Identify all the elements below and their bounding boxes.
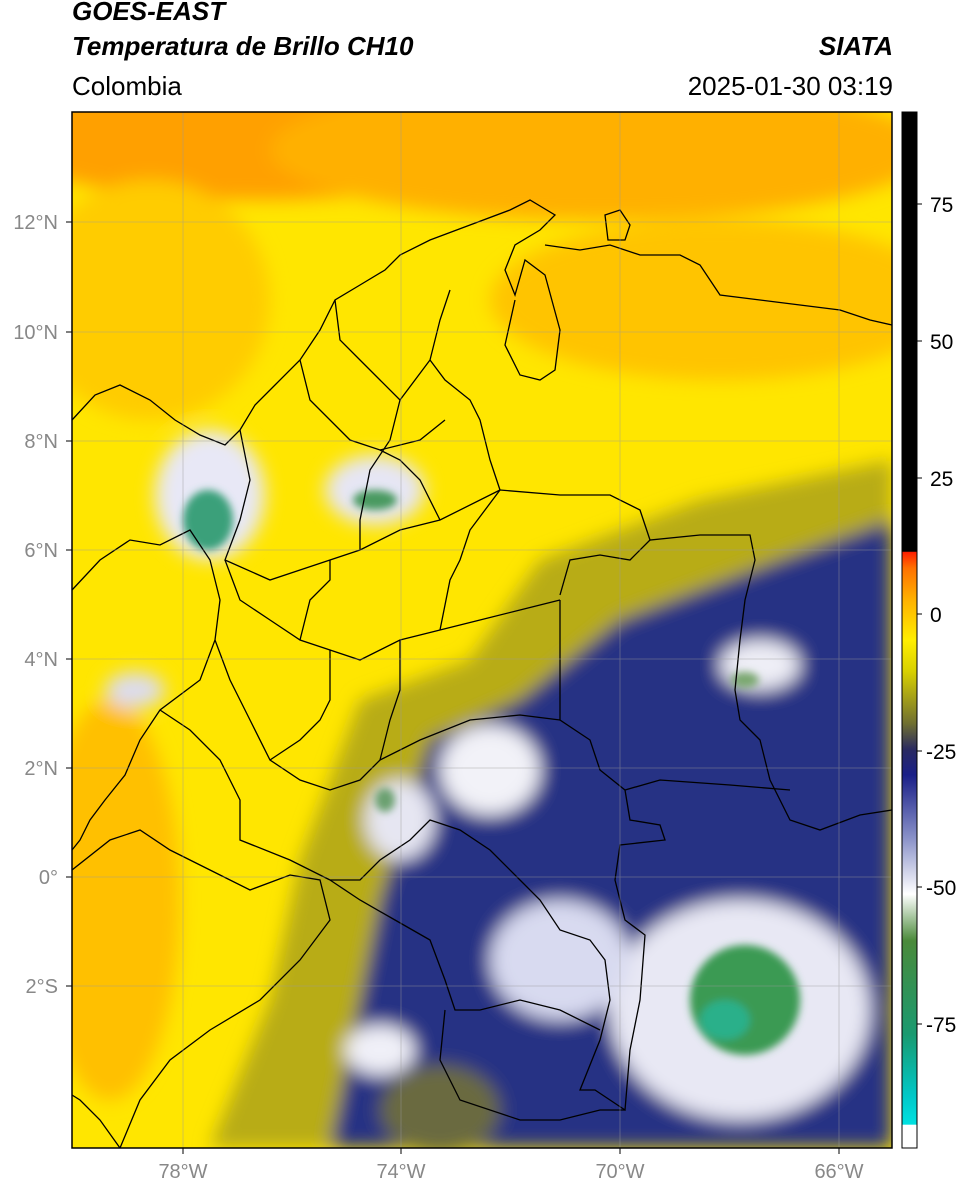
title-product: Temperatura de Brillo CH10 (72, 31, 414, 61)
lat-label: 0° (39, 867, 58, 889)
colorbar-label: 50 (930, 331, 953, 354)
lat-label: 12°N (13, 212, 58, 234)
coastlines-and-borders (72, 199, 892, 1148)
colorbar: 75 50 25 0 -25 -50 -75 (901, 111, 956, 1149)
lat-label: 6°N (24, 540, 58, 562)
region-label: Colombia (72, 71, 182, 101)
lat-label: 2°S (26, 976, 58, 998)
lat-label: 10°N (13, 322, 58, 344)
colorbar-label: -50 (926, 877, 956, 900)
brightness-temperature-field (72, 112, 892, 1148)
lon-label: 74°W (376, 1161, 425, 1183)
colorbar-label: -75 (926, 1014, 956, 1037)
title-satellite: GOES-EAST (72, 0, 226, 26)
graticule (72, 112, 892, 1148)
colorbar-label: 25 (930, 468, 953, 491)
latitude-labels: 12°N 10°N 8°N 6°N 4°N 2°N 0° 2°S (13, 212, 58, 998)
timestamp-label: 2025-01-30 03:19 (687, 71, 893, 101)
lon-label: 70°W (595, 1161, 644, 1183)
latitude-tick-marks (66, 221, 72, 987)
lat-label: 8°N (24, 431, 58, 453)
longitude-labels: 78°W 74°W 70°W 66°W (158, 1161, 863, 1183)
colorbar-label: 0 (930, 604, 942, 627)
map-frame (71, 111, 893, 1149)
brand-label: SIATA (818, 31, 893, 61)
lon-label: 78°W (158, 1161, 207, 1183)
lon-label: 66°W (814, 1161, 863, 1183)
lat-label: 4°N (24, 649, 58, 671)
colorbar-gradient (901, 111, 918, 1149)
lat-label: 2°N (24, 758, 58, 780)
longitude-tick-marks (182, 1148, 840, 1154)
colorbar-label: -25 (926, 741, 956, 764)
colorbar-label: 75 (930, 194, 953, 217)
